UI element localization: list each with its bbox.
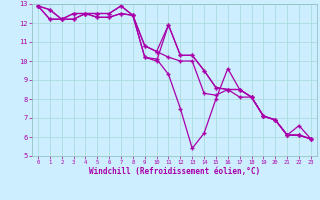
X-axis label: Windchill (Refroidissement éolien,°C): Windchill (Refroidissement éolien,°C) <box>89 167 260 176</box>
